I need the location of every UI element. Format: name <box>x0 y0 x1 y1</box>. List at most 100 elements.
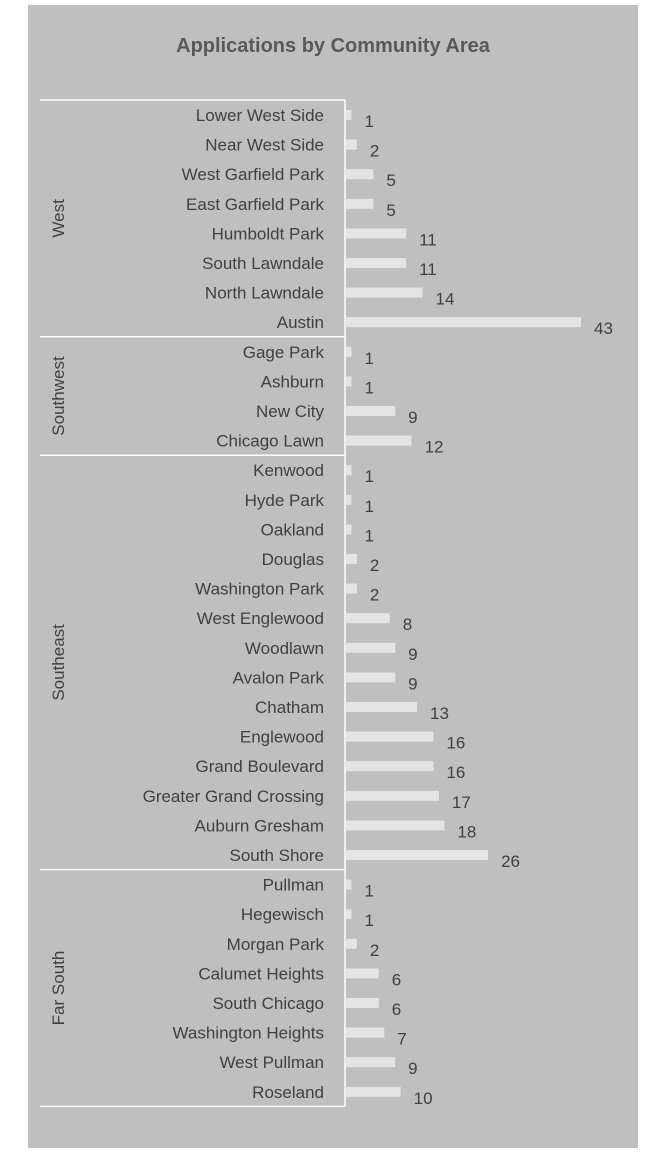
value-label-avalon-park: 9 <box>408 674 417 693</box>
category-label-washington-heights: Washington Heights <box>172 1024 324 1043</box>
bar-chatham <box>346 702 418 712</box>
bar-west-garfield-park <box>346 169 374 180</box>
bar-north-lawndale <box>346 287 423 298</box>
category-label-east-garfield-park: East Garfield Park <box>186 195 324 214</box>
value-label-gage-park: 1 <box>364 349 373 368</box>
value-label-south-shore: 26 <box>501 852 520 871</box>
category-label-ashburn: Ashburn <box>261 372 324 391</box>
value-label-greater-grand-crossing: 17 <box>452 793 471 812</box>
bar-avalon-park <box>346 672 396 683</box>
value-label-west-englewood: 8 <box>403 615 412 634</box>
chart-title: Applications by Community Area <box>176 35 490 57</box>
category-label-pullman: Pullman <box>263 876 324 895</box>
bar-roseland <box>346 1086 401 1097</box>
bar-gage-park <box>346 346 352 357</box>
bar-douglas <box>346 554 357 564</box>
value-label-douglas: 2 <box>370 556 379 575</box>
category-label-austin: Austin <box>277 313 324 332</box>
category-label-lower-west-side: Lower West Side <box>196 106 324 125</box>
value-label-hegewisch: 1 <box>364 911 373 930</box>
category-label-douglas: Douglas <box>262 550 324 569</box>
value-label-hyde-park: 1 <box>364 497 373 516</box>
value-label-humboldt-park: 11 <box>419 230 437 249</box>
category-label-kenwood: Kenwood <box>253 461 324 480</box>
bar-west-englewood <box>346 613 390 624</box>
bar-south-shore <box>346 850 489 860</box>
category-label-avalon-park: Avalon Park <box>233 668 325 687</box>
bar-hyde-park <box>346 494 352 505</box>
group-label-west: West <box>49 199 68 238</box>
group-label-southeast: Southeast <box>49 624 68 701</box>
value-label-near-west-side: 2 <box>370 142 379 161</box>
category-label-grand-boulevard: Grand Boulevard <box>195 757 324 776</box>
value-label-chicago-lawn: 12 <box>425 438 444 457</box>
category-label-greater-grand-crossing: Greater Grand Crossing <box>143 787 324 806</box>
bar-near-west-side <box>346 139 357 150</box>
bar-hegewisch <box>346 909 352 920</box>
bar-oakland <box>346 524 352 535</box>
value-label-kenwood: 1 <box>364 467 373 486</box>
value-label-west-garfield-park: 5 <box>386 171 395 190</box>
bar-morgan-park <box>346 938 357 949</box>
value-label-pullman: 1 <box>364 882 373 901</box>
bar-new-city <box>346 406 396 416</box>
bar-auburn-gresham <box>346 820 445 831</box>
value-label-auburn-gresham: 18 <box>457 822 476 841</box>
value-label-morgan-park: 2 <box>370 941 379 960</box>
bar-humboldt-park <box>346 228 407 239</box>
bar-washington-heights <box>346 1027 385 1038</box>
category-label-gage-park: Gage Park <box>243 343 325 362</box>
bar-west-pullman <box>346 1057 396 1068</box>
value-label-austin: 43 <box>594 319 613 338</box>
category-label-hegewisch: Hegewisch <box>241 905 324 924</box>
bar-chicago-lawn <box>346 435 412 446</box>
category-label-south-chicago: South Chicago <box>212 994 324 1013</box>
category-label-auburn-gresham: Auburn Gresham <box>195 816 324 835</box>
value-label-washington-heights: 7 <box>397 1030 406 1049</box>
value-label-grand-boulevard: 16 <box>446 763 465 782</box>
value-label-englewood: 16 <box>446 734 465 753</box>
bar-east-garfield-park <box>346 198 374 209</box>
category-label-south-shore: South Shore <box>229 846 324 865</box>
bar-austin <box>346 317 581 328</box>
category-label-morgan-park: Morgan Park <box>227 935 325 954</box>
category-label-west-pullman: West Pullman <box>219 1053 324 1072</box>
category-label-hyde-park: Hyde Park <box>245 491 325 510</box>
category-label-humboldt-park: Humboldt Park <box>212 224 325 243</box>
value-label-new-city: 9 <box>408 408 417 427</box>
value-label-washington-park: 2 <box>370 586 379 605</box>
bar-woodlawn <box>346 642 396 653</box>
bar-ashburn <box>346 376 352 387</box>
category-label-west-englewood: West Englewood <box>197 609 324 628</box>
bar-south-lawndale <box>346 258 407 268</box>
value-label-north-lawndale: 14 <box>436 290 455 309</box>
value-label-east-garfield-park: 5 <box>386 201 395 220</box>
category-label-south-lawndale: South Lawndale <box>202 254 324 273</box>
bar-englewood <box>346 731 434 742</box>
category-label-oakland: Oakland <box>261 520 324 539</box>
value-label-lower-west-side: 1 <box>364 112 373 131</box>
value-label-roseland: 10 <box>414 1089 433 1108</box>
category-label-near-west-side: Near West Side <box>205 136 324 155</box>
bar-chart: 1 Lower West Side 2 Near West Side 5 West Gar… <box>40 99 613 1108</box>
category-label-washington-park: Washington Park <box>195 580 324 599</box>
value-label-west-pullman: 9 <box>408 1059 417 1078</box>
category-label-north-lawndale: North Lawndale <box>205 284 324 303</box>
category-label-chatham: Chatham <box>255 698 324 717</box>
category-label-new-city: New City <box>256 402 325 421</box>
category-label-calumet-heights: Calumet Heights <box>198 964 324 983</box>
bar-calumet-heights <box>346 968 379 979</box>
bar-kenwood <box>346 465 352 476</box>
category-label-roseland: Roseland <box>252 1083 324 1102</box>
bar-grand-boulevard <box>346 761 434 772</box>
chart-panel: Applications by Community Area 1 Lower We… <box>28 5 638 1148</box>
bar-washington-park <box>346 583 357 594</box>
category-label-englewood: Englewood <box>240 728 324 747</box>
value-label-ashburn: 1 <box>364 378 373 397</box>
category-label-west-garfield-park: West Garfield Park <box>182 165 325 184</box>
value-label-oakland: 1 <box>364 526 373 545</box>
category-label-woodlawn: Woodlawn <box>245 639 324 658</box>
group-label-southwest: Southwest <box>49 356 68 436</box>
value-label-chatham: 13 <box>430 704 449 723</box>
category-label-chicago-lawn: Chicago Lawn <box>216 432 324 451</box>
